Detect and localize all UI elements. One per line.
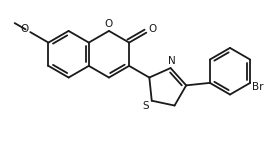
Text: N: N (168, 56, 176, 66)
Text: O: O (105, 19, 113, 29)
Text: Br: Br (252, 82, 264, 93)
Text: O: O (148, 24, 157, 34)
Text: O: O (20, 24, 28, 34)
Text: S: S (143, 101, 149, 111)
